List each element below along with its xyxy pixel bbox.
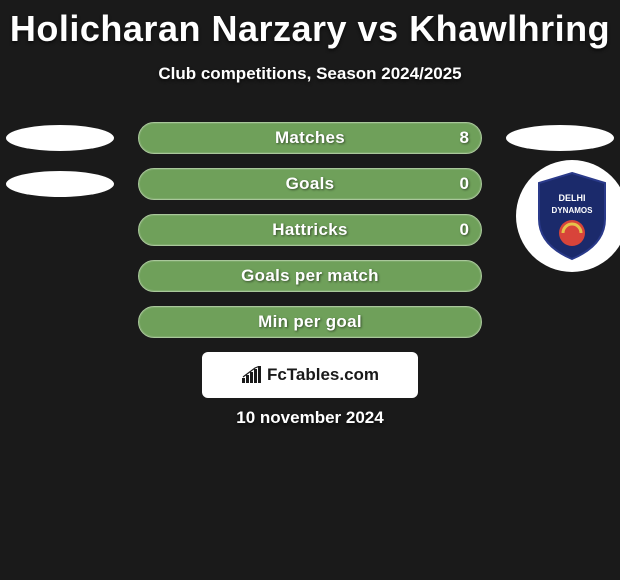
stat-row-hattricks: Hattricks 0	[0, 214, 620, 260]
page-subtitle: Club competitions, Season 2024/2025	[0, 64, 620, 84]
stat-rows-container: Matches 8 Goals 0 DELHI DYNAMOS Hattr	[0, 122, 620, 352]
left-marker-ellipse	[6, 125, 114, 151]
stat-value-right: 0	[460, 174, 469, 194]
date-text: 10 november 2024	[0, 408, 620, 428]
stat-bar: Hattricks 0	[138, 214, 482, 246]
left-marker-ellipse	[6, 171, 114, 197]
right-marker-ellipse	[506, 125, 614, 151]
stat-row-matches: Matches 8	[0, 122, 620, 168]
badge-text-top: DELHI	[559, 193, 586, 203]
stat-row-goals: Goals 0 DELHI DYNAMOS	[0, 168, 620, 214]
stat-bar: Min per goal	[138, 306, 482, 338]
stat-row-goals-per-match: Goals per match	[0, 260, 620, 306]
attribution-text: FcTables.com	[267, 365, 379, 385]
stat-bar: Goals 0	[138, 168, 482, 200]
stat-row-min-per-goal: Min per goal	[0, 306, 620, 352]
attribution-box: FcTables.com	[202, 352, 418, 398]
stat-label: Matches	[275, 128, 345, 148]
page-title: Holicharan Narzary vs Khawlhring	[0, 0, 620, 50]
stat-bar: Matches 8	[138, 122, 482, 154]
stat-label: Hattricks	[272, 220, 347, 240]
stat-label: Goals per match	[241, 266, 379, 286]
stat-label: Goals	[286, 174, 335, 194]
stat-label: Min per goal	[258, 312, 362, 332]
stat-value-right: 8	[460, 128, 469, 148]
stat-value-right: 0	[460, 220, 469, 240]
stat-bar: Goals per match	[138, 260, 482, 292]
bar-chart-icon	[241, 366, 263, 384]
